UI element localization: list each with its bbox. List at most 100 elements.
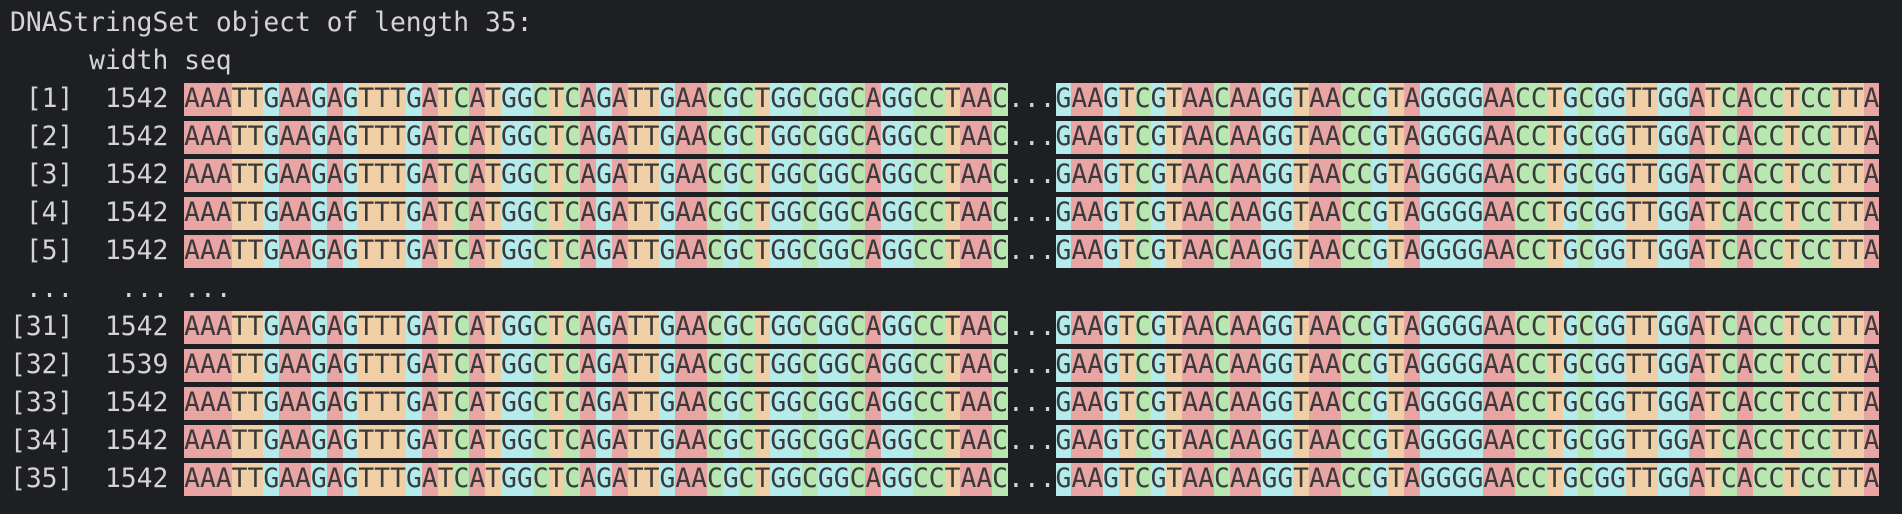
base: G <box>1435 387 1452 420</box>
base: T <box>1831 159 1848 192</box>
base: T <box>627 463 644 496</box>
base: A <box>1689 349 1706 382</box>
base: T <box>1388 121 1405 154</box>
base: A <box>611 235 628 268</box>
base: T <box>1546 159 1563 192</box>
truncation: ... <box>1008 84 1056 114</box>
base: G <box>1150 463 1167 496</box>
base: A <box>1087 83 1104 116</box>
base: A <box>1198 235 1214 268</box>
base: G <box>1451 425 1468 458</box>
base: A <box>1324 83 1341 116</box>
base: A <box>1483 159 1500 192</box>
base: T <box>754 159 771 192</box>
base: C <box>1134 83 1151 116</box>
base: G <box>263 83 280 116</box>
base: G <box>405 311 422 344</box>
base: A <box>295 159 311 192</box>
base: A <box>976 83 993 116</box>
base: A <box>279 349 296 382</box>
base: A <box>1404 311 1420 344</box>
base: G <box>659 463 676 496</box>
base: C <box>928 311 945 344</box>
base: C <box>706 121 723 154</box>
base: C <box>1578 387 1595 420</box>
base: G <box>596 387 612 420</box>
sequence-head: AAATTGAAGAGTTTGATCATGGCTCAGATTGAACGCTGGC… <box>184 235 1009 268</box>
base: G <box>342 425 359 458</box>
base: G <box>817 83 834 116</box>
base: A <box>675 387 692 420</box>
base: G <box>1419 159 1436 192</box>
base: A <box>215 197 232 230</box>
base: C <box>1530 349 1547 382</box>
base: G <box>1103 83 1119 116</box>
base: G <box>1372 425 1389 458</box>
sequence-head: AAATTGAAGAGTTTGATCATGGCTCAGATTGAACGCTGGC… <box>184 197 1009 230</box>
sequence-tail: GAAGTCGTAACAAGGTAACCGTAGGGGAACCTGCGGTTGG… <box>1055 387 1880 420</box>
row-width: 1542 <box>104 388 169 418</box>
base: A <box>1309 463 1325 496</box>
base: G <box>786 159 803 192</box>
base: T <box>944 387 961 420</box>
base: G <box>1419 197 1436 230</box>
base: T <box>390 349 406 382</box>
base: G <box>722 387 739 420</box>
base: G <box>1673 197 1690 230</box>
base: C <box>738 425 755 458</box>
base: T <box>754 311 771 344</box>
base: T <box>754 425 771 458</box>
base: A <box>295 235 311 268</box>
sequence: AAATTGAAGAGTTTGATCATGGCTCAGATTGAACGCTGGC… <box>184 346 1880 384</box>
base: G <box>1562 349 1579 382</box>
base: C <box>1768 121 1785 154</box>
base: G <box>1467 425 1484 458</box>
base: G <box>1277 235 1294 268</box>
base: G <box>1419 235 1436 268</box>
base: A <box>1499 311 1515 344</box>
base: C <box>1356 387 1373 420</box>
row-index: [2] <box>25 122 74 152</box>
base: A <box>960 349 977 382</box>
base: A <box>1245 83 1262 116</box>
base: C <box>1340 197 1357 230</box>
base: C <box>1816 349 1832 382</box>
base: A <box>1229 235 1246 268</box>
sequence-tail: GAAGTCGTAACAAGGTAACCGTAGGGGAACCTGCGGTTGG… <box>1055 463 1880 496</box>
base: A <box>421 311 438 344</box>
base: G <box>1419 425 1436 458</box>
base: A <box>469 311 486 344</box>
base: C <box>992 311 1009 344</box>
base: A <box>1863 425 1880 458</box>
base: G <box>1150 311 1167 344</box>
base: A <box>1087 197 1104 230</box>
base: C <box>1768 387 1785 420</box>
base: C <box>564 387 581 420</box>
base: C <box>1800 425 1817 458</box>
base: C <box>1720 197 1737 230</box>
base: G <box>1372 159 1389 192</box>
base: G <box>1657 349 1674 382</box>
base: G <box>1673 121 1690 154</box>
base: T <box>1625 387 1642 420</box>
base: C <box>849 83 866 116</box>
base: C <box>1213 197 1230 230</box>
base: C <box>912 463 929 496</box>
base: G <box>1467 83 1484 116</box>
base: G <box>1277 463 1294 496</box>
truncation: ... <box>1008 122 1056 152</box>
base: C <box>453 197 470 230</box>
base: G <box>1103 121 1119 154</box>
base: A <box>1245 311 1262 344</box>
base: T <box>231 387 248 420</box>
base: T <box>1784 425 1801 458</box>
base: C <box>1720 425 1737 458</box>
base: G <box>516 425 533 458</box>
base: C <box>928 235 945 268</box>
base: C <box>453 463 470 496</box>
base: T <box>548 349 565 382</box>
base: G <box>1610 235 1626 268</box>
base: T <box>485 159 502 192</box>
base: C <box>1356 235 1373 268</box>
base: T <box>1166 463 1183 496</box>
